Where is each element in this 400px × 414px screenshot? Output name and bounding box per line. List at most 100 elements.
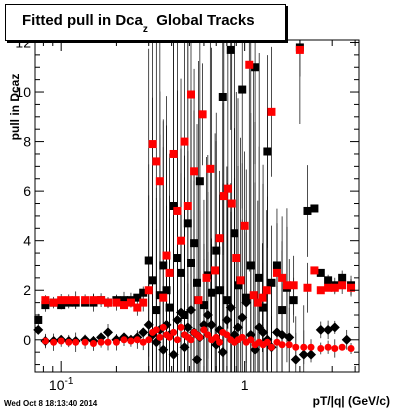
series-4-point bbox=[170, 328, 178, 336]
series-2-point bbox=[57, 296, 66, 305]
series-4-point bbox=[152, 326, 160, 334]
series-2-point bbox=[104, 298, 113, 307]
series-2-point bbox=[215, 234, 224, 243]
series-1-point bbox=[165, 303, 174, 312]
series-1-point bbox=[183, 219, 192, 228]
series-4-point bbox=[177, 323, 185, 331]
y-tick-label: 4 bbox=[23, 233, 31, 249]
series-2-point bbox=[253, 298, 262, 307]
series-2-point bbox=[347, 283, 356, 292]
series-1-point bbox=[251, 63, 260, 72]
series-3-point bbox=[143, 319, 154, 330]
series-2-point bbox=[245, 60, 254, 69]
series-2-point bbox=[258, 293, 267, 302]
series-4-point bbox=[292, 343, 300, 351]
series-2-point bbox=[144, 286, 153, 295]
series-3-point bbox=[329, 322, 340, 333]
series-4-point bbox=[223, 331, 231, 339]
series-2-point bbox=[278, 273, 287, 282]
series-4-point bbox=[120, 336, 128, 344]
series-2-point bbox=[190, 167, 199, 176]
series-2-point bbox=[155, 177, 164, 186]
series-1-point bbox=[338, 273, 347, 282]
chart-title-main: Fitted pull in Dca bbox=[22, 12, 143, 29]
series-4-point bbox=[317, 344, 325, 352]
series-2-point bbox=[177, 236, 186, 245]
series-1-point bbox=[215, 286, 224, 295]
series-4-point bbox=[89, 340, 97, 348]
series-1-point bbox=[212, 246, 221, 255]
series-4-point bbox=[104, 338, 112, 346]
series-1-point bbox=[222, 296, 231, 305]
x-tick-label: 1 bbox=[241, 377, 249, 393]
series-2-point bbox=[289, 281, 298, 290]
y-tick-label: 10 bbox=[15, 84, 31, 100]
series-4-point bbox=[324, 343, 332, 351]
series-1-point bbox=[230, 229, 239, 238]
series-3-point bbox=[185, 305, 196, 316]
series-1-point bbox=[316, 268, 325, 277]
series-3-point bbox=[103, 327, 114, 338]
x-tick-exponent: -1 bbox=[65, 376, 74, 387]
series-3-point bbox=[233, 322, 244, 333]
series-1-point bbox=[218, 92, 227, 101]
series-4-point bbox=[204, 331, 212, 339]
series-1-point bbox=[162, 286, 171, 295]
x-tick-label: 10-1 bbox=[49, 376, 74, 393]
series-2-point bbox=[227, 199, 236, 208]
series-1-point bbox=[41, 301, 50, 310]
series-4-point bbox=[267, 343, 275, 351]
series-2-point bbox=[41, 296, 50, 305]
series-4-point bbox=[278, 341, 286, 349]
series-3-point bbox=[168, 349, 179, 360]
series-2-point bbox=[133, 303, 142, 312]
series-4-point bbox=[300, 343, 308, 351]
series-1-point bbox=[169, 202, 178, 210]
series-4-point bbox=[173, 336, 181, 344]
series-1-point bbox=[144, 256, 153, 265]
series-4-point bbox=[159, 323, 167, 331]
series-1-point bbox=[195, 177, 204, 186]
series-3-point bbox=[96, 332, 107, 343]
data-points bbox=[33, 43, 356, 365]
series-2-point bbox=[272, 268, 281, 277]
series-2-point bbox=[49, 298, 58, 307]
series-1-point bbox=[263, 147, 272, 156]
chart-title-spacer bbox=[148, 12, 156, 29]
series-4-point bbox=[200, 326, 208, 334]
series-2-point bbox=[183, 202, 192, 210]
series-3-point bbox=[138, 327, 149, 338]
series-1-point bbox=[238, 85, 247, 94]
series-1-point bbox=[133, 293, 142, 302]
series-2-point bbox=[249, 291, 258, 300]
series-2-point bbox=[165, 268, 174, 277]
series-1-point bbox=[148, 276, 157, 285]
series-4-point bbox=[216, 338, 224, 346]
series-4-point bbox=[285, 341, 293, 349]
series-2-point bbox=[120, 301, 129, 310]
series-2-point bbox=[112, 298, 121, 307]
series-3-point bbox=[241, 297, 252, 308]
series-3-point bbox=[182, 322, 193, 333]
series-4-point bbox=[156, 333, 164, 341]
series-1-point bbox=[255, 273, 264, 282]
timestamp: Wed Oct 8 18:13:40 2014 bbox=[4, 399, 98, 408]
series-2-point bbox=[71, 296, 80, 305]
series-3-point bbox=[158, 344, 169, 355]
series-2-point bbox=[173, 206, 182, 215]
series-3-point bbox=[284, 332, 295, 343]
series-4-point bbox=[212, 333, 220, 341]
chart-title-box: Fitted pull in Dcaz Global Tracks bbox=[5, 4, 286, 41]
series-2-point bbox=[202, 273, 211, 282]
series-3-point bbox=[176, 307, 187, 318]
series-2-point bbox=[152, 157, 161, 166]
series-2-point bbox=[262, 286, 271, 295]
series-4-point bbox=[166, 333, 174, 341]
series-1-point bbox=[310, 204, 319, 213]
series-2-point bbox=[198, 110, 207, 119]
series-3-point bbox=[237, 312, 248, 323]
series-4-point bbox=[133, 336, 141, 344]
series-1-point bbox=[289, 296, 298, 305]
series-4-point bbox=[139, 338, 147, 346]
